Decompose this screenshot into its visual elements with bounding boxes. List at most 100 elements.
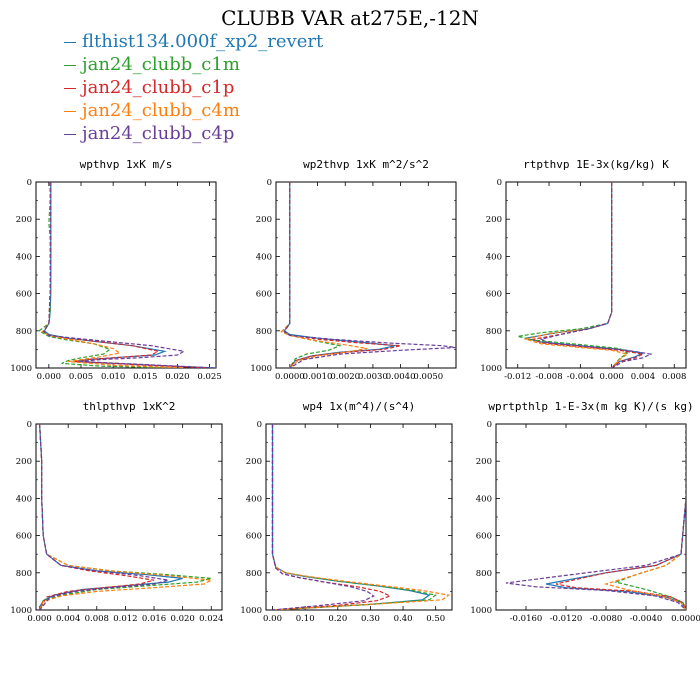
y-tick-label: 400 — [486, 252, 502, 262]
x-tick-label: 0.020 — [165, 372, 189, 382]
panel: wp2thvp 1xK m^2/s^2020040060080010000.00… — [250, 158, 457, 382]
legend-swatch — [64, 41, 76, 43]
y-tick-label: 0 — [487, 420, 492, 430]
legend-label: jan24_clubb_c1p — [82, 77, 235, 98]
x-tick-label: 0.016 — [142, 614, 166, 624]
x-tick-label: 0.20 — [328, 614, 347, 624]
y-tick-label: 200 — [16, 215, 32, 225]
y-tick-label: 400 — [16, 494, 32, 504]
series-line — [539, 182, 653, 368]
legend-label: jan24_clubb_c4p — [82, 123, 235, 144]
x-tick-label: 0.000 — [599, 372, 623, 382]
y-tick-label: 600 — [16, 290, 32, 300]
legend-swatch — [64, 133, 76, 135]
panel-title: thlpthvp 1xK^2 — [83, 400, 176, 413]
plot-frame — [35, 423, 223, 611]
x-tick-label: 0.0000 — [275, 372, 305, 382]
y-tick-label: 0 — [27, 420, 32, 430]
panel: wprtpthlp 1-E-3x(m kg K)/(s kg) 0 200 400 60… — [470, 400, 700, 624]
y-tick-label: 1000 — [10, 606, 32, 616]
x-tick-label: 0.00 — [263, 614, 282, 624]
legend-item: jan24_clubb_c1m — [64, 53, 323, 76]
series-line — [42, 182, 216, 368]
series-line — [531, 182, 646, 368]
figure-title: CLUBB VAR at275E,-12N — [221, 6, 479, 30]
y-tick-label: 1000 — [250, 364, 272, 374]
series-line — [283, 182, 396, 368]
y-tick-label: 1000 — [10, 364, 32, 374]
x-tick-label: -0.0080 — [590, 614, 623, 624]
x-tick-label: 0.0030 — [358, 372, 388, 382]
y-tick-label: 400 — [476, 494, 492, 504]
y-tick-label: 400 — [246, 494, 262, 504]
plot-frame — [35, 181, 217, 369]
series-line — [283, 182, 456, 368]
x-tick-label: -0.0160 — [510, 614, 543, 624]
x-tick-label: 0.0010 — [303, 372, 333, 382]
x-tick-label: -0.012 — [504, 372, 531, 382]
panel-title: wprtpthlp 1-E-3x(m kg K)/(s kg) — [488, 400, 693, 413]
y-tick-label: 400 — [16, 252, 32, 262]
y-tick-label: 800 — [256, 327, 272, 337]
series-line — [271, 424, 451, 610]
y-tick-label: 600 — [246, 532, 262, 542]
y-tick-label: 400 — [256, 252, 272, 262]
x-tick-label: 0.40 — [394, 614, 413, 624]
legend-label: flthist134.000f_xp2_revert — [82, 31, 324, 52]
series-line — [517, 182, 629, 368]
panel-title: wp4 1x(m^4)/(s^4) — [303, 400, 416, 413]
legend-item: jan24_clubb_c4m — [64, 99, 323, 122]
y-tick-label: 0 — [257, 420, 262, 430]
series-line — [505, 424, 686, 610]
y-tick-label: 600 — [16, 532, 32, 542]
y-tick-label: 200 — [256, 215, 272, 225]
x-tick-label: 0.004 — [631, 372, 655, 382]
legend-item: jan24_clubb_c1p — [64, 76, 323, 99]
x-tick-label: 0.015 — [133, 372, 157, 382]
series-line — [39, 424, 214, 610]
x-tick-label: 0.004 — [56, 614, 80, 624]
plot-frame — [275, 181, 457, 369]
y-tick-label: 200 — [246, 457, 262, 467]
legend-swatch — [64, 110, 76, 112]
x-tick-label: 0.50 — [426, 614, 445, 624]
x-tick-label: 0.010 — [101, 372, 125, 382]
y-tick-label: 1000 — [470, 606, 492, 616]
legend-swatch — [64, 64, 76, 66]
y-tick-label: 1000 — [240, 606, 262, 616]
y-tick-label: 800 — [16, 569, 32, 579]
x-tick-label: 0.0020 — [330, 372, 360, 382]
x-tick-label: 0.000 — [27, 614, 51, 624]
series-line — [555, 424, 686, 610]
plot-frame — [495, 423, 687, 611]
x-tick-label: 0.024 — [199, 614, 223, 624]
series-line — [39, 424, 212, 610]
x-tick-label: 0.008 — [85, 614, 109, 624]
y-tick-label: 600 — [486, 290, 502, 300]
legend: flthist134.000f_xp2_revert jan24_clubb_c… — [64, 30, 323, 145]
series-line — [42, 182, 210, 368]
y-tick-label: 0 — [497, 178, 502, 188]
y-tick-label: 200 — [486, 215, 502, 225]
series-line — [41, 182, 184, 368]
series-line — [271, 424, 431, 610]
y-tick-label: 800 — [16, 327, 32, 337]
x-tick-label: -0.0120 — [550, 614, 583, 624]
x-tick-label: 0.008 — [662, 372, 686, 382]
panel-title: rtpthvp 1E-3x(kg/kg) K — [523, 158, 669, 171]
x-tick-label: 0.0040 — [386, 372, 416, 382]
x-tick-label: 0.005 — [69, 372, 93, 382]
panel: wpthvp 1xK m/s 0 200 400 600 800 1000 0.000 0.00… — [10, 158, 221, 382]
x-tick-label: 0.012 — [113, 614, 137, 624]
series-line — [271, 424, 438, 610]
series-line — [523, 182, 629, 368]
y-tick-label: 200 — [16, 457, 32, 467]
panel-title: wpthvp 1xK m/s — [80, 158, 173, 171]
series-line — [603, 424, 686, 610]
y-tick-label: 800 — [486, 327, 502, 337]
x-tick-label: 0.020 — [170, 614, 194, 624]
series-line — [271, 424, 392, 610]
plot-frame — [265, 423, 453, 611]
